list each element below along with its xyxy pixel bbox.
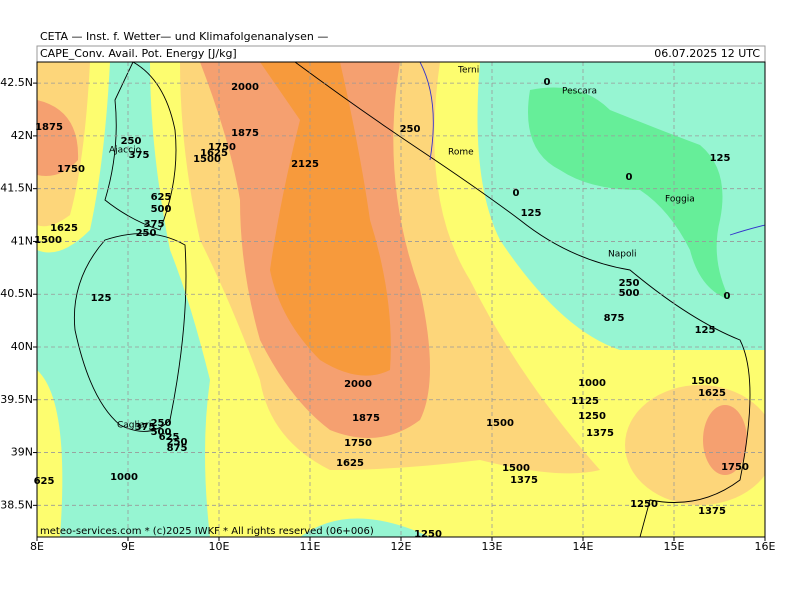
contour-label: 2125	[291, 159, 319, 170]
city-label: Cagliari	[117, 421, 151, 431]
contour-label: 1625	[200, 148, 228, 159]
contour-label: 250	[400, 124, 421, 135]
x-tick-label: 13E	[482, 540, 503, 553]
date: 06.07.2025 12 UTC	[654, 47, 760, 60]
y-tick-label: 41.5N	[0, 182, 33, 195]
contour-label: 0	[513, 188, 520, 199]
contour-label: 2000	[231, 82, 259, 93]
contour-label: 250	[619, 278, 640, 289]
x-tick-label: 9E	[121, 540, 135, 553]
contour-label: 1500	[486, 418, 514, 429]
y-tick-label: 40.5N	[0, 287, 33, 300]
contour-label: 1000	[110, 472, 138, 483]
contour-label: 2000	[344, 379, 372, 390]
contour-label: 375	[144, 219, 165, 230]
city-label: Pescara	[562, 87, 597, 97]
city-label: Foggia	[665, 195, 695, 205]
city-label: Rome	[448, 148, 474, 158]
contour-label: 0	[544, 77, 551, 88]
contour-label: 1625	[50, 223, 78, 234]
contour-label: 1875	[231, 128, 259, 139]
contour-label: 1500	[34, 235, 62, 246]
header: CETA — Inst. f. Wetter— und Klimafolgena…	[40, 30, 328, 43]
y-tick-label: 42.5N	[0, 76, 33, 89]
contour-label: 250	[151, 418, 172, 429]
city-label: Terni	[457, 66, 479, 76]
contour-label: 1250	[414, 529, 442, 540]
footer: meteo-services.com * (c)2025 IWKF * All …	[40, 526, 374, 537]
contour-label: 375	[135, 422, 156, 433]
contour-label: 625	[159, 432, 180, 443]
contour-label: 250	[136, 228, 157, 239]
y-tick-label: 40N	[11, 340, 33, 353]
contour-label: 125	[521, 208, 542, 219]
contour-label: 1250	[630, 499, 658, 510]
contour-label: 875	[167, 443, 188, 454]
x-tick-label: 11E	[300, 540, 321, 553]
contour-label: 125	[710, 153, 731, 164]
contour-label: 1875	[352, 413, 380, 424]
contour-label: 1750	[57, 164, 85, 175]
y-tick-label: 41N	[11, 234, 33, 247]
contour-label: 875	[604, 313, 625, 324]
contour-label: 1000	[578, 378, 606, 389]
contour-label: 125	[91, 293, 112, 304]
contour-label: 125	[695, 325, 716, 336]
contour-label: 250	[167, 437, 188, 448]
contour-label: 1375	[510, 475, 538, 486]
contour-label: 375	[129, 150, 150, 161]
x-tick-label: 16E	[755, 540, 776, 553]
contour-label: 625	[34, 476, 55, 487]
y-tick-label: 39.5N	[0, 393, 33, 406]
x-tick-label: 8E	[30, 540, 44, 553]
contour-label: 1125	[571, 396, 599, 407]
contour-label: 625	[151, 192, 172, 203]
contour-label: 500	[619, 288, 640, 299]
x-tick-label: 14E	[573, 540, 594, 553]
x-tick-label: 12E	[391, 540, 412, 553]
city-label: Ajaccio	[109, 146, 142, 156]
contour-label: 1375	[586, 428, 614, 439]
contour-label: 1750	[344, 438, 372, 449]
contour-label: 1875	[35, 122, 63, 133]
y-tick-label: 42N	[11, 129, 33, 142]
contour-label: 1500	[193, 154, 221, 165]
y-tick-label: 39N	[11, 446, 33, 459]
contour-label: 1750	[208, 142, 236, 153]
contour-label: 0	[626, 172, 633, 183]
contour-label: 1500	[691, 376, 719, 387]
contour-label: 1750	[721, 462, 749, 473]
x-tick-label: 10E	[209, 540, 230, 553]
city-label: Napoli	[608, 250, 636, 260]
contour-label: 1375	[698, 506, 726, 517]
contour-label: 0	[724, 291, 731, 302]
contour-label: 250	[121, 136, 142, 147]
y-tick-label: 38.5N	[0, 498, 33, 511]
contour-label: 500	[151, 204, 172, 215]
contour-label: 500	[151, 427, 172, 438]
contour-label: 1625	[336, 458, 364, 469]
title: CAPE_Conv. Avail. Pot. Energy [J/kg]	[40, 47, 237, 60]
cape-field	[37, 62, 765, 537]
x-tick-label: 15E	[664, 540, 685, 553]
contour-label: 1500	[502, 463, 530, 474]
contour-label: 1625	[698, 388, 726, 399]
contour-label: 1250	[578, 411, 606, 422]
